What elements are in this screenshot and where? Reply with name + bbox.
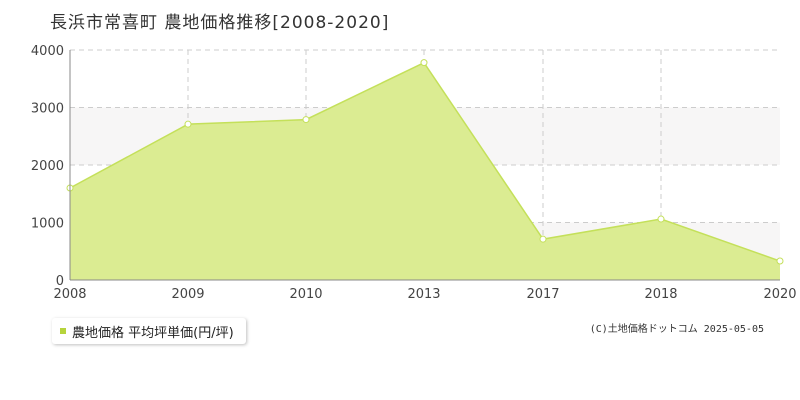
chart-title: 長浜市常喜町 農地価格推移[2008-2020]: [50, 13, 390, 33]
y-tick-label: 2000: [31, 159, 64, 174]
copyright-text: (C)土地価格ドットコム 2025-05-05: [589, 324, 764, 335]
legend-marker: [60, 328, 66, 334]
y-tick-label: 0: [56, 274, 64, 289]
x-tick-label: 2010: [289, 287, 322, 302]
axes: [69, 50, 780, 281]
data-point: [420, 59, 428, 67]
y-tick-label: 3000: [31, 102, 64, 117]
data-point: [657, 215, 665, 223]
tick-labels: 0 1000 2000 3000 4000 2008 2009 2010 2013 2017 201…: [31, 44, 797, 302]
data-point: [776, 257, 784, 265]
x-tick-label: 2013: [407, 287, 440, 302]
data-point: [184, 120, 192, 128]
x-tick-label: 2009: [171, 287, 204, 302]
legend-label: 農地価格 平均坪単価(円/坪): [72, 325, 234, 341]
x-tick-label: 2018: [644, 287, 677, 302]
series-layer: [66, 59, 784, 281]
data-point: [539, 235, 547, 243]
x-tick-label: 2020: [763, 287, 796, 302]
y-tick-label: 1000: [31, 217, 64, 232]
data-point: [302, 116, 310, 124]
x-tick-label: 2017: [526, 287, 559, 302]
legend: 農地価格 平均坪単価(円/坪): [52, 318, 246, 344]
x-tick-label: 2008: [53, 287, 86, 302]
y-tick-label: 4000: [31, 44, 64, 59]
series-area: [70, 62, 780, 281]
